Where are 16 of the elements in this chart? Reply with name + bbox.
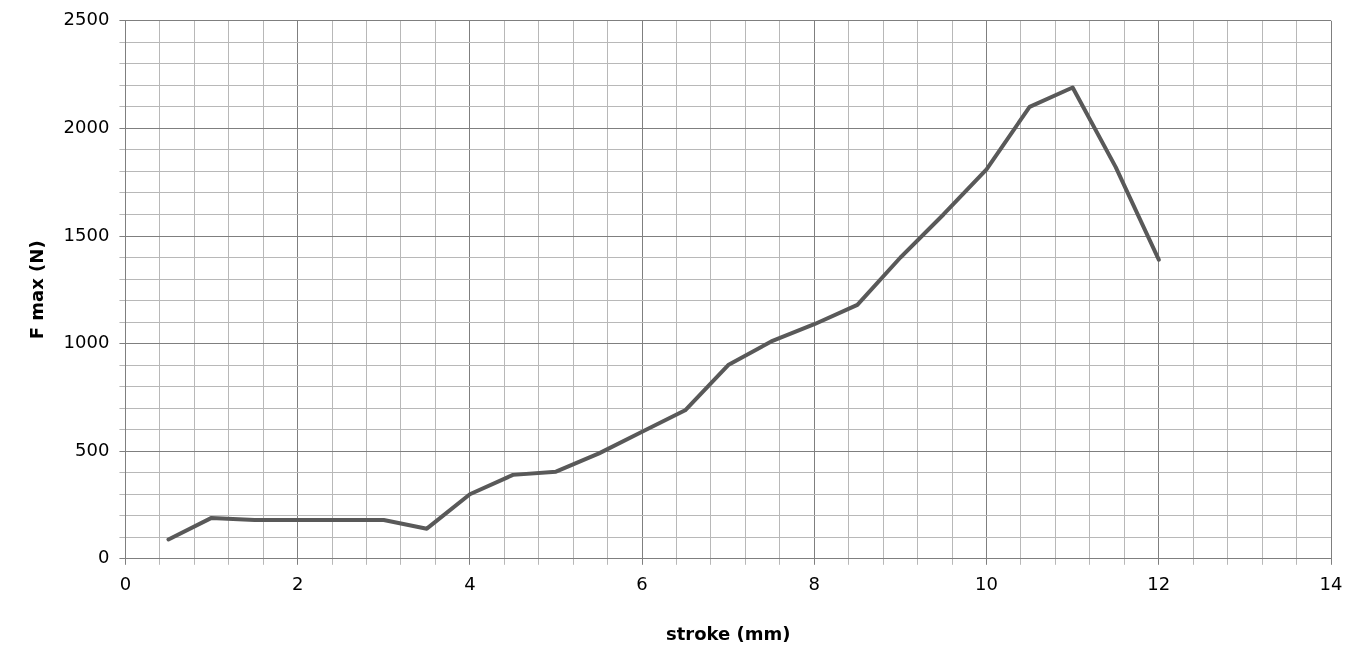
y-tick-label: 1500	[63, 223, 110, 245]
x-tick-label: 4	[464, 573, 476, 595]
x-tick-label: 8	[808, 573, 821, 595]
x-tick-label: 14	[1319, 573, 1343, 595]
y-tick-label: 500	[75, 438, 110, 460]
y-tick-label: 0	[97, 546, 110, 568]
y-tick-label: 2000	[63, 116, 110, 138]
x-tick-label: 0	[119, 573, 132, 595]
y-tick-label: 1000	[63, 331, 110, 353]
x-tick-label: 6	[636, 573, 648, 595]
x-tick-label: 2	[291, 573, 304, 595]
y-axis-title: F max (N)	[26, 240, 48, 340]
x-axis-title: stroke (mm)	[665, 622, 791, 644]
x-tick-label: 10	[975, 573, 998, 595]
y-tick-label: 2500	[63, 8, 110, 30]
x-tick-label: 12	[1147, 573, 1171, 595]
